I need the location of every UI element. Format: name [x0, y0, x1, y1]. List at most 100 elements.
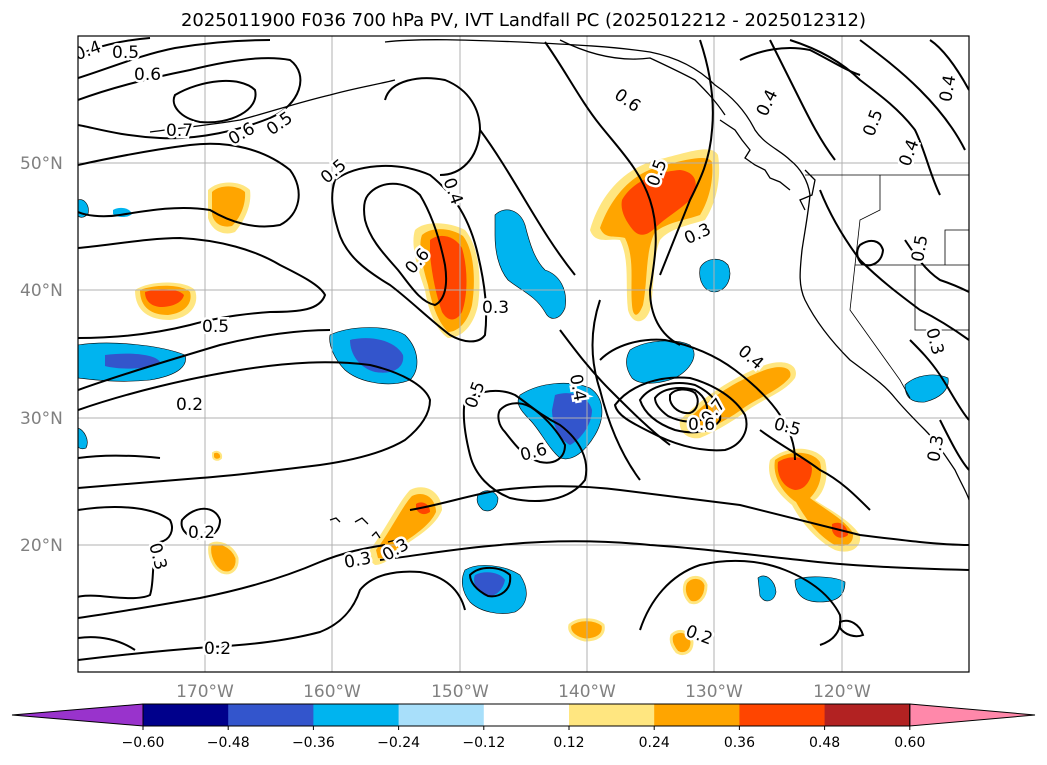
positive-core: [777, 457, 812, 490]
positive-area: [212, 450, 223, 461]
pv-contours: [78, 37, 969, 661]
lon-label: 170°W: [176, 682, 234, 702]
contour-line: [759, 429, 871, 511]
contour-label: 0.5: [112, 43, 139, 63]
positive-area: [687, 367, 791, 432]
negative-area: [494, 209, 566, 319]
positive-area: [682, 576, 708, 605]
colorbar-tick-label: −0.12: [462, 735, 505, 751]
lat-label: 30°N: [20, 409, 63, 429]
contour-line: [78, 39, 271, 79]
colorbar: −0.60 −0.48 −0.36 −0.24 −0.12 0.12 0.24 0.36 0.4…: [11, 703, 1036, 751]
colorbar-tick-label: −0.36: [292, 735, 335, 751]
negative-area: [904, 374, 949, 403]
contour-line: [78, 570, 466, 661]
contour-line: [479, 129, 576, 276]
contour-line: [653, 387, 709, 423]
lon-label: 140°W: [558, 682, 616, 702]
colorbar-tick-label: −0.60: [122, 735, 165, 751]
contour-line: [599, 338, 796, 461]
contour-line: [939, 419, 969, 471]
contour-line: [468, 566, 512, 598]
contour-line: [78, 361, 432, 489]
contour-line: [363, 182, 448, 307]
colorbar-tick-label: −0.24: [377, 735, 420, 751]
lon-label: 120°W: [813, 682, 871, 702]
contour-line: [909, 339, 969, 421]
positive-core: [145, 289, 184, 307]
contour-line: [856, 239, 885, 267]
negative-core: [105, 353, 160, 369]
colorbar-segment: [313, 704, 400, 726]
coastlines: [149, 39, 969, 543]
positive-core: [621, 170, 696, 235]
colorbar-tick-label: 0.36: [724, 735, 755, 751]
map-frame-bg: [78, 36, 969, 672]
contour-line: [739, 47, 861, 76]
lat-label: 20°N: [20, 536, 63, 556]
colorbar-segment: [143, 704, 229, 726]
contour-label: 0.2: [176, 395, 203, 415]
colorbar-segment: [824, 704, 911, 726]
colorbar-segment: [398, 704, 485, 726]
contour-line: [78, 506, 173, 600]
contour-label: 0.5: [202, 317, 229, 337]
shaded-fields: [78, 149, 949, 656]
contour-line: [497, 402, 567, 464]
negative-core: [474, 572, 505, 597]
contour-line: [769, 39, 836, 161]
lat-label: 40°N: [20, 281, 63, 301]
map-title: 2025011900 F036 700 hPa PV, IVT Landfall…: [180, 10, 867, 31]
contour-line: [638, 382, 722, 434]
positive-core: [430, 235, 467, 320]
contour-line: [78, 636, 136, 651]
lon-label: 150°W: [431, 682, 489, 702]
lat-label: 50°N: [20, 154, 63, 174]
contour-line: [544, 41, 681, 346]
contour-line: [839, 619, 865, 638]
colorbar-segment: [483, 704, 570, 726]
contour-line: [78, 544, 386, 619]
negative-area: [757, 575, 777, 602]
contour-line: [559, 329, 671, 446]
negative-area: [476, 490, 499, 512]
colorbar-tick-label: 0.48: [809, 735, 840, 751]
contour-line: [78, 57, 302, 140]
contour-label: 0.2: [204, 639, 231, 659]
contour-line: [331, 165, 488, 343]
contour-line: [409, 485, 969, 546]
lon-label: 160°W: [303, 682, 361, 702]
colorbar-tick-label: 0.24: [639, 735, 670, 751]
contour-line: [613, 376, 748, 452]
gridlines: [78, 36, 969, 672]
contour-line: [859, 39, 966, 151]
colorbar-frame: [142, 703, 911, 727]
state-borders: [805, 174, 969, 399]
contour-line: [462, 389, 588, 502]
lon-label: 130°W: [685, 682, 743, 702]
contour-line: [379, 540, 969, 571]
contour-label: 0.7: [166, 121, 193, 141]
contour-label: 0.6: [688, 415, 715, 435]
contour-line: [819, 189, 969, 341]
contour-line: [659, 39, 714, 276]
positive-area: [669, 630, 694, 656]
contour-line: [78, 454, 161, 459]
colorbar-segment: [569, 704, 655, 726]
latitude-labels: 50°N 40°N 30°N 20°N: [20, 154, 63, 556]
contour-label: 0.6: [134, 65, 161, 85]
colorbar-extend-low: [11, 703, 144, 727]
contour-line: [929, 39, 969, 91]
colorbar-tick-label: 0.12: [553, 735, 584, 751]
contour-line: [172, 79, 257, 124]
colorbar-extend-high: [909, 703, 1036, 727]
contour-line: [78, 236, 327, 339]
map-border: [77, 35, 970, 673]
colorbar-tick-label: 0.60: [894, 735, 925, 751]
contour-label: 0.2: [188, 523, 215, 543]
contour-line: [591, 299, 641, 481]
negative-core: [552, 393, 592, 445]
negative-area: [699, 259, 731, 293]
